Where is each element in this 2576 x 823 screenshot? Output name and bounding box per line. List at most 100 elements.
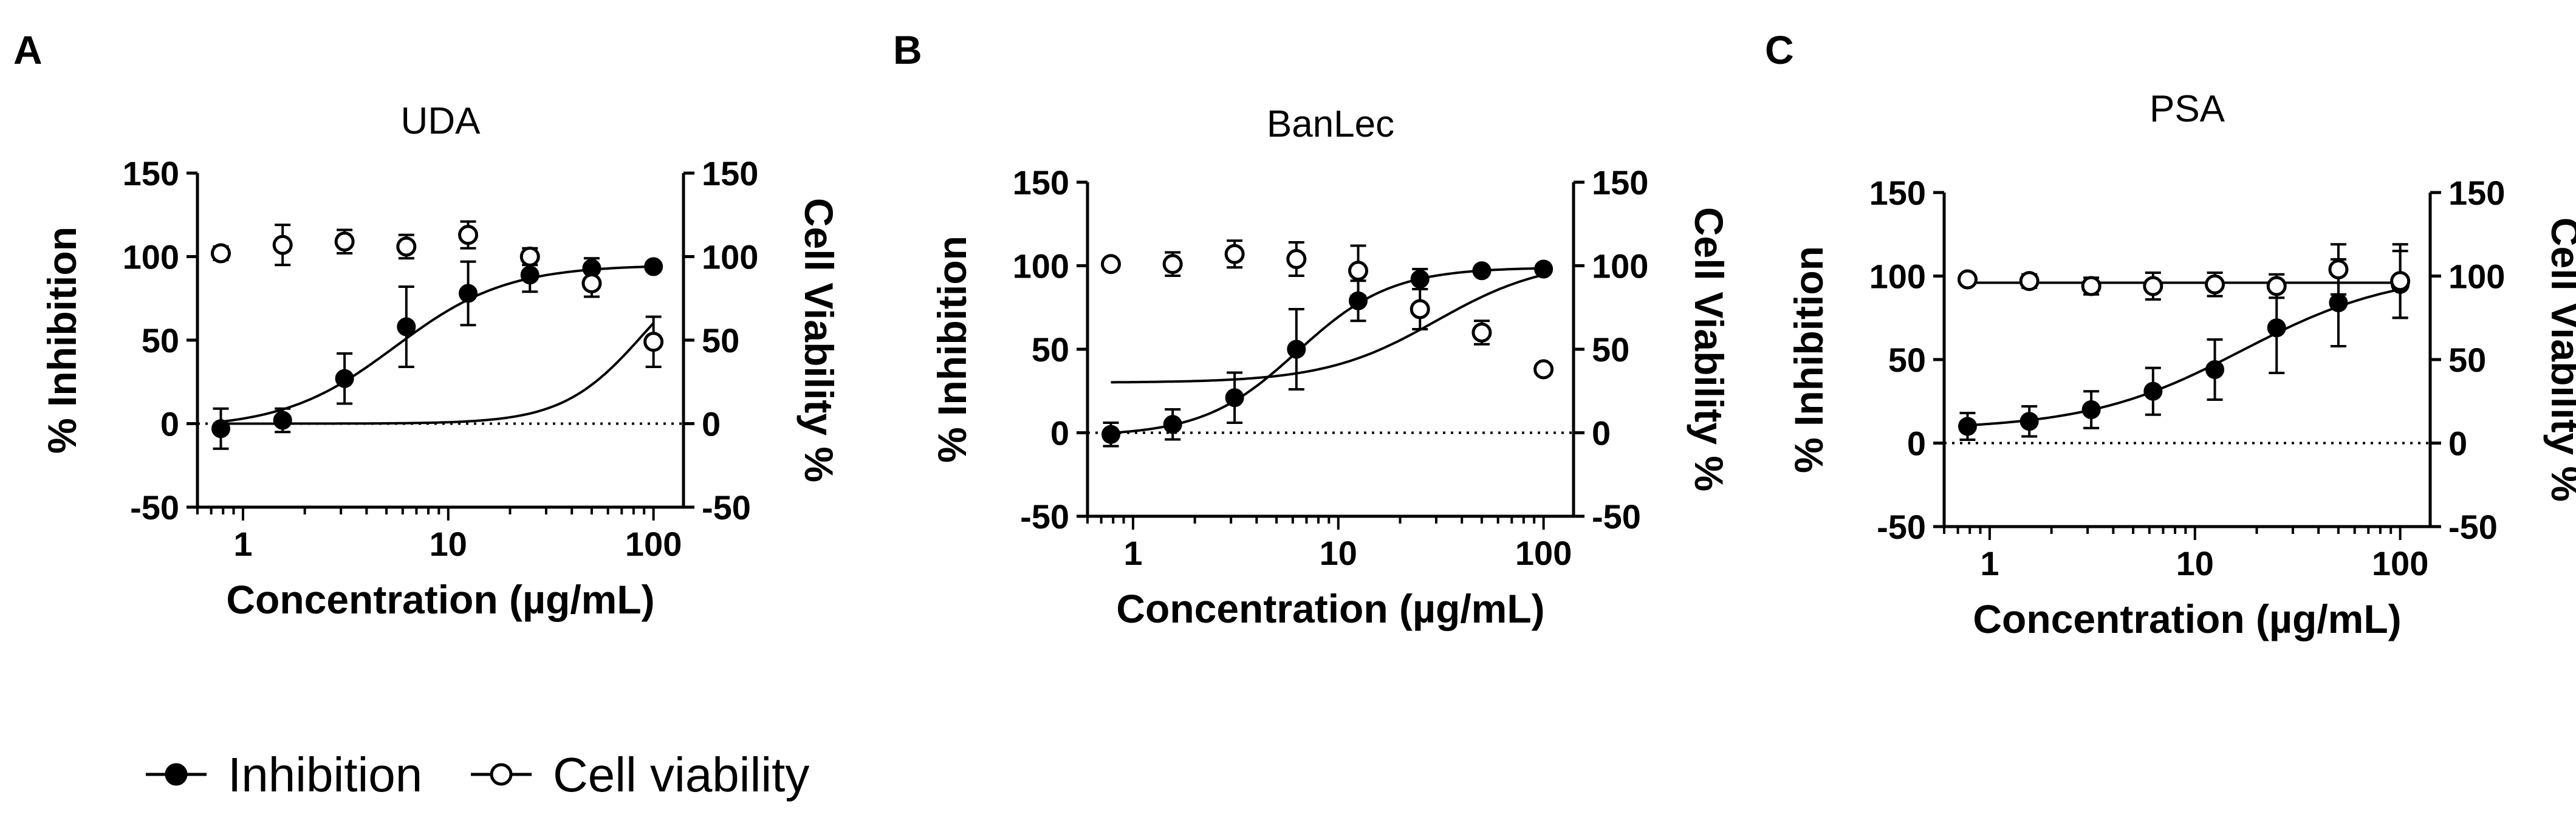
viability-point — [1533, 359, 1554, 380]
inhibition-point — [2143, 381, 2163, 401]
inhibition-point — [2267, 318, 2286, 338]
x-tick-label: 1 — [233, 525, 252, 563]
viability-point — [1162, 254, 1183, 275]
viability-point — [210, 243, 231, 264]
chart-title: UDA — [401, 100, 481, 142]
y-axis-title-right: Cell Viability % — [796, 198, 841, 482]
chart-title: PSA — [2150, 88, 2225, 130]
y-tick-label-left: 150 — [123, 154, 179, 193]
y-tick-label-left: 50 — [1888, 341, 1926, 379]
viability-point — [519, 247, 540, 267]
inhibition-fit-curve — [1967, 288, 2400, 427]
legend-label: Cell viability — [553, 748, 809, 802]
inhibition-fit-curve — [1111, 267, 1544, 434]
viability-point — [458, 225, 479, 245]
y-tick-label-right: 100 — [702, 238, 758, 276]
viability-point — [396, 236, 417, 257]
y-tick-label-left: 100 — [123, 238, 179, 276]
y-tick-label-right: 150 — [1592, 163, 1648, 202]
viability-point — [2328, 259, 2349, 279]
inhibition-point — [1101, 425, 1120, 444]
viability-point — [1957, 269, 1978, 290]
inhibition-fit-curve — [221, 265, 654, 423]
y-tick-label-left: -50 — [1877, 508, 1926, 546]
y-tick-label-left: 0 — [1050, 414, 1069, 452]
x-tick-label: 10 — [1320, 534, 1357, 572]
viability-point — [272, 234, 293, 255]
y-axis-title-right: Cell Viability % — [2543, 217, 2576, 502]
legend-marker — [490, 763, 513, 786]
y-tick-label-left: 100 — [1013, 247, 1069, 285]
y-tick-label-right: 0 — [2448, 425, 2467, 463]
viability-point — [1471, 323, 1492, 343]
viability-point — [2205, 274, 2225, 295]
legend-item-inhibition: Inhibition — [146, 748, 422, 802]
x-tick-label: 100 — [1515, 534, 1572, 572]
chart-panel-c: C PSA -50 -50 0 0 50 50 100 100 150 150 1 10 100 Concen… — [1765, 27, 2576, 641]
y-tick-label-left: -50 — [130, 488, 179, 527]
inhibition-point — [1472, 261, 1492, 281]
viability-point — [1100, 254, 1121, 275]
x-axis-title: Concentration (µg/mL) — [1116, 586, 1544, 631]
inhibition-point — [520, 265, 540, 285]
inhibition-point — [1163, 415, 1182, 434]
y-axis-title-left: % Inhibition — [1786, 246, 1831, 473]
y-tick-label-right: -50 — [1592, 497, 1641, 536]
x-tick-label: 1 — [1123, 534, 1142, 572]
x-tick-label: 10 — [2176, 544, 2214, 582]
panel-letter: A — [13, 27, 43, 72]
y-tick-label-right: -50 — [702, 488, 751, 527]
viability-point — [2143, 276, 2163, 296]
panel-letter: C — [1765, 27, 1794, 72]
y-tick-label-left: 50 — [1032, 330, 1069, 369]
viability-point — [1348, 261, 1369, 281]
viability-point — [2019, 271, 2040, 292]
viability-point — [1286, 249, 1307, 269]
inhibition-point — [1287, 340, 1306, 359]
y-axis-title-left: % Inhibition — [930, 236, 975, 463]
viability-point — [1224, 244, 1245, 264]
viability-fit-curve — [1111, 273, 1544, 384]
inhibition-point — [2081, 400, 2101, 419]
chart-panel-a: A UDA -50 -50 0 0 50 50 100 100 150 150 1 10 100 Concen… — [13, 27, 841, 622]
viability-point — [2266, 276, 2287, 296]
inhibition-point — [1225, 388, 1244, 408]
inhibition-point — [397, 317, 416, 336]
y-tick-label-left: 50 — [142, 321, 179, 360]
viability-point — [2390, 271, 2411, 292]
y-tick-label-right: 0 — [702, 405, 721, 443]
inhibition-point — [2205, 360, 2225, 379]
inhibition-point — [1534, 259, 1553, 279]
y-tick-label-left: 0 — [160, 405, 179, 443]
y-tick-label-left: 100 — [1869, 258, 1926, 296]
inhibition-point — [1958, 417, 1977, 436]
x-tick-label: 100 — [2372, 544, 2428, 582]
legend-label: Inhibition — [228, 748, 422, 802]
y-tick-label-left: 0 — [1907, 425, 1926, 463]
x-tick-label: 100 — [625, 525, 682, 563]
y-tick-label-right: 150 — [702, 154, 758, 193]
x-tick-label: 10 — [430, 525, 467, 563]
inhibition-point — [273, 411, 292, 430]
y-axis-title-right: Cell Viability % — [1687, 207, 1732, 491]
inhibition-point — [1410, 270, 1430, 289]
viability-point — [1410, 299, 1430, 319]
y-tick-label-right: 0 — [1592, 414, 1611, 452]
x-axis-title: Concentration (µg/mL) — [1973, 596, 2401, 641]
inhibition-point — [2329, 293, 2348, 312]
viability-point — [581, 273, 602, 293]
legend-marker — [165, 763, 188, 786]
y-tick-label-right: 100 — [1592, 247, 1648, 285]
x-axis-title: Concentration (µg/mL) — [226, 577, 654, 622]
viability-point — [643, 332, 664, 352]
y-tick-label-right: 50 — [1592, 330, 1629, 369]
chart-title: BanLec — [1267, 103, 1394, 145]
viability-fit-curve — [221, 322, 655, 425]
viability-point — [2081, 276, 2102, 296]
legend: Inhibition Cell viability — [146, 748, 809, 802]
x-tick-label: 1 — [1980, 544, 1999, 582]
y-tick-label-right: 100 — [2448, 258, 2505, 296]
inhibition-point — [644, 257, 663, 276]
